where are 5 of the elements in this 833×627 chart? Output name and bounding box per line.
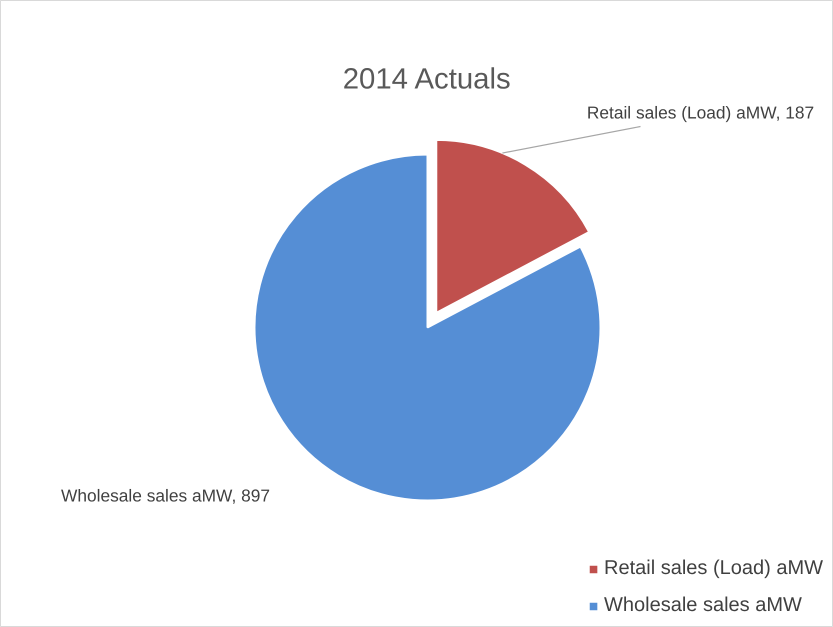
chart-title: 2014 Actuals [342,62,511,96]
data-label: Retail sales (Load) aMW, 187 [586,102,814,122]
data-label: Wholesale sales aMW, 897 [61,486,270,506]
legend-label: Retail sales (Load) aMW [604,557,823,580]
legend-label: Wholesale sales aMW [604,594,802,617]
